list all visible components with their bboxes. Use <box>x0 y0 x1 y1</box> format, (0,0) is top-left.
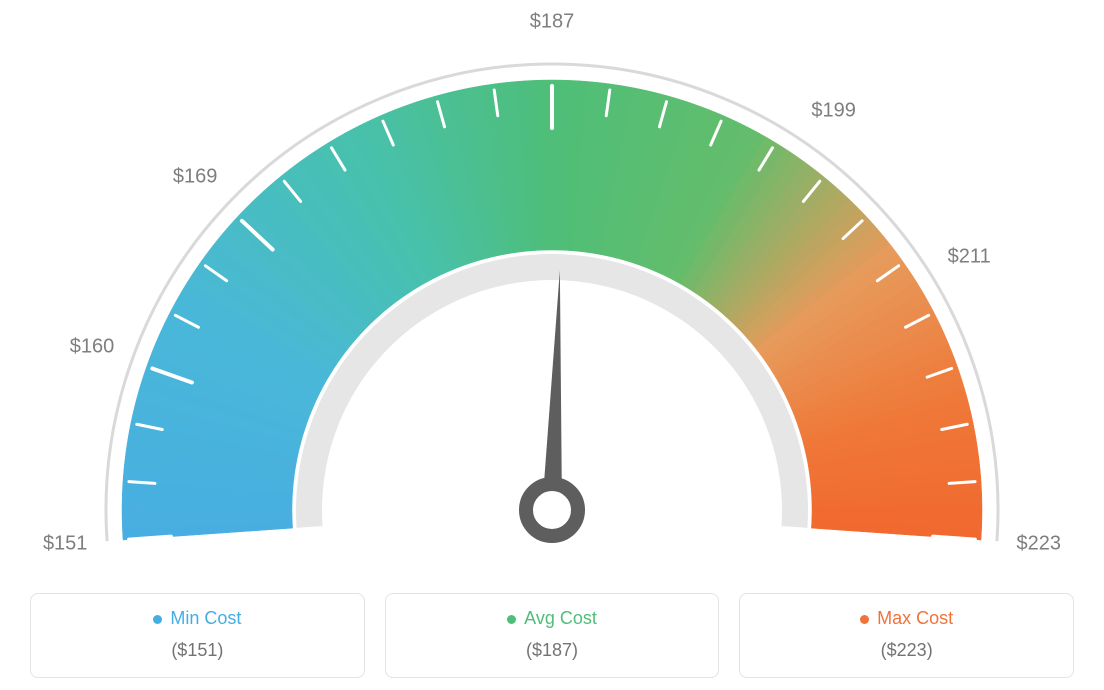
legend-card-max: Max Cost ($223) <box>739 593 1074 678</box>
dot-avg <box>507 615 516 624</box>
legend-value-min: ($151) <box>41 640 354 661</box>
legend-title-max: Max Cost <box>860 608 953 630</box>
legend-value-max: ($223) <box>750 640 1063 661</box>
legend-card-min: Min Cost ($151) <box>30 593 365 678</box>
gauge-container: $151 $160 $169 $187 $199 $211 $223 <box>0 0 1104 570</box>
gauge-tick-label: $211 <box>948 245 991 268</box>
gauge-needle <box>542 270 562 510</box>
legend-title-min-text: Min Cost <box>170 608 241 630</box>
gauge-tick-label: $160 <box>70 336 115 359</box>
legend-card-avg: Avg Cost ($187) <box>385 593 720 678</box>
gauge-needle-hub <box>526 484 578 536</box>
legend-title-max-text: Max Cost <box>877 608 953 630</box>
legend-value-avg: ($187) <box>396 640 709 661</box>
gauge-tick-label: $223 <box>1017 533 1062 556</box>
gauge-tick-label: $199 <box>811 100 856 123</box>
legend-title-avg-text: Avg Cost <box>524 608 597 630</box>
dot-max <box>860 615 869 624</box>
legend-row: Min Cost ($151) Avg Cost ($187) Max Cost… <box>30 593 1074 678</box>
legend-title-avg: Avg Cost <box>507 608 597 630</box>
legend-title-min: Min Cost <box>153 608 241 630</box>
gauge-tick-label: $187 <box>530 11 575 34</box>
gauge-svg <box>0 0 1104 570</box>
gauge-tick-label: $169 <box>173 166 218 189</box>
gauge-tick-label: $151 <box>43 533 88 556</box>
dot-min <box>153 615 162 624</box>
